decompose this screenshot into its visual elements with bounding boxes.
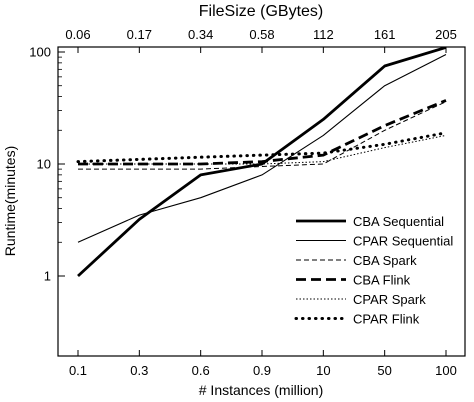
- x2-tick-label: 0.17: [127, 27, 152, 42]
- series-line-cpar-flink: [76, 131, 448, 164]
- x2-tick-label: 161: [374, 27, 396, 42]
- x2-tick-label: 205: [435, 27, 457, 42]
- legend-label-cba-spark: CBA Spark: [353, 253, 417, 268]
- series-layer: [76, 47, 448, 278]
- plot-frame: [57, 46, 466, 357]
- legend-label-cpar-spark: CPAR Spark: [353, 292, 426, 307]
- legend-label-cba-flink: CBA Flink: [353, 273, 411, 288]
- axis-ticks: 0.1 0.3 0.6 0.9 10 50 100 0.06 0.17 0.34 0.58 112 16…: [29, 27, 457, 378]
- legend: CBA Sequential CPAR Sequential CBA Spark CB…: [294, 214, 453, 327]
- y-tick-label: 100: [29, 45, 51, 60]
- x-axis-title: # Instances (million): [199, 382, 324, 398]
- x2-tick-label: 112: [313, 27, 334, 42]
- x2-tick-label: 0.58: [249, 27, 274, 42]
- x-tick-label: 0.6: [192, 363, 210, 378]
- x-tick-label: 0.1: [69, 363, 87, 378]
- series-line-cpar-spark: [78, 134, 447, 165]
- x-tick-label: 0.9: [253, 363, 271, 378]
- series-line-cba-sequential: [77, 47, 447, 278]
- x-tick-label: 50: [377, 363, 391, 378]
- legend-label-cba-sequential: CBA Sequential: [353, 214, 444, 229]
- x-tick-label: 100: [435, 363, 457, 378]
- series-line-cpar-sequential: [77, 54, 447, 243]
- y-tick-label: 1: [44, 269, 51, 284]
- series-line-cba-flink: [78, 99, 447, 166]
- y-axis-title: Runtime(minutes): [2, 146, 18, 256]
- series-line-cba-spark: [78, 101, 447, 170]
- top-axis-title: FileSize (GBytes): [199, 3, 323, 20]
- x-tick-label: 0.3: [130, 363, 148, 378]
- legend-label-cpar-sequential: CPAR Sequential: [353, 234, 453, 249]
- x2-tick-label: 0.34: [188, 27, 213, 42]
- x-tick-label: 10: [316, 363, 330, 378]
- legend-label-cpar-flink: CPAR Flink: [353, 312, 420, 327]
- x2-tick-label: 0.06: [65, 27, 90, 42]
- y-tick-label: 10: [37, 157, 51, 172]
